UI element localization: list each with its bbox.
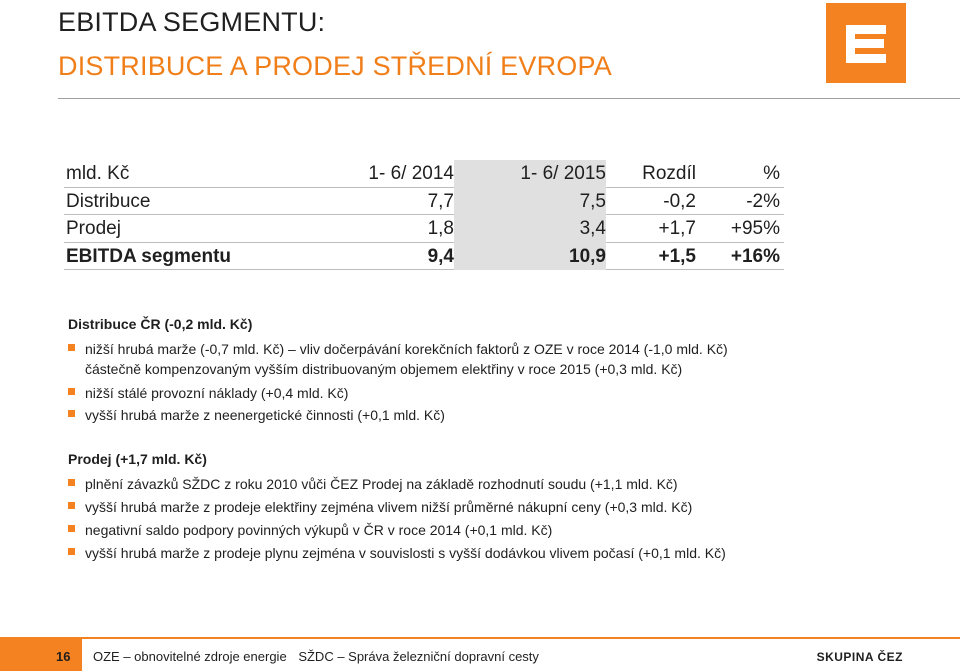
cez-logo-icon: [826, 3, 906, 83]
bullet-square-icon: [68, 502, 75, 509]
table-cell: -0,2: [663, 190, 696, 212]
table-cell: +1,7: [658, 218, 696, 239]
footer-note-szdc: SŽDC – Správa železniční dopravní cesty: [298, 649, 539, 664]
list-item-text: vyšší hrubá marže z neenergetické činnos…: [85, 407, 445, 423]
table-header-row: mld. Kč 1- 6/ 2014 1- 6/ 2015 Rozdíl %: [64, 160, 784, 188]
list-item-text: plnění závazků SŽDC z roku 2010 vůči ČEZ…: [85, 476, 678, 492]
bullet-square-icon: [68, 525, 75, 532]
table-cell: -2%: [746, 190, 780, 212]
section-heading-distribuce: Distribuce ČR (-0,2 mld. Kč): [68, 316, 253, 332]
footer-brand: SKUPINA ČEZ: [816, 650, 903, 664]
title-divider: [58, 98, 960, 99]
table-cell: 7,5: [579, 190, 606, 212]
bullet-square-icon: [68, 479, 75, 486]
table-cell: Prodej: [66, 218, 121, 239]
table-header-cell: %: [763, 163, 780, 184]
table-cell: 3,4: [579, 218, 606, 239]
table-cell: 1,8: [427, 218, 454, 239]
ebitda-table: mld. Kč 1- 6/ 2014 1- 6/ 2015 Rozdíl % D…: [64, 160, 784, 270]
table-cell: +95%: [730, 218, 780, 239]
table-header-cell: mld. Kč: [66, 163, 130, 184]
bullet-square-icon: [68, 388, 75, 395]
bullet-square-icon: [68, 410, 75, 417]
page-number-box: [0, 637, 82, 671]
list-item-text: vyšší hrubá marže z prodeje plynu zejmén…: [85, 545, 726, 561]
table-header-cell: 1- 6/ 2014: [368, 163, 454, 184]
table-cell: 10,9: [569, 245, 606, 267]
table-cell: EBITDA segmentu: [66, 245, 232, 267]
table-cell: 9,4: [427, 245, 454, 267]
table-cell: 7,7: [427, 190, 454, 212]
footer-notes: OZE – obnovitelné zdroje energie SŽDC – …: [93, 649, 547, 664]
table-cell: Distribuce: [66, 190, 151, 212]
footer-note-oze: OZE – obnovitelné zdroje energie: [93, 649, 287, 664]
table-cell: +1,5: [658, 245, 696, 267]
section-heading-prodej: Prodej (+1,7 mld. Kč): [68, 451, 207, 467]
table-header-cell: 1- 6/ 2015: [520, 163, 606, 184]
page-subtitle: DISTRIBUCE A PRODEJ STŘEDNÍ EVROPA: [58, 51, 612, 81]
list-item-text: vyšší hrubá marže z prodeje elektřiny ze…: [85, 499, 693, 515]
page-title: EBITDA SEGMENTU:: [58, 7, 326, 37]
table-total-row: EBITDA segmentu 9,4 10,9 +1,5 +16%: [64, 242, 784, 270]
bullet-square-icon: [68, 548, 75, 555]
list-item-text: negativní saldo podpory povinných výkupů…: [85, 522, 553, 538]
table-cell: +16%: [730, 245, 780, 267]
list-item-text: nižší hrubá marže (-0,7 mld. Kč) – vliv …: [85, 341, 728, 357]
page-number: 16: [56, 649, 71, 664]
footer: 16 OZE – obnovitelné zdroje energie SŽDC…: [0, 637, 960, 671]
table-row: Distribuce 7,7 7,5 -0,2 -2%: [64, 187, 784, 215]
table-header-cell: Rozdíl: [642, 163, 696, 184]
list-item-text: částečně kompenzovaným vyšším distribuov…: [85, 361, 683, 377]
list-item-text: nižší stálé provozní náklady (+0,4 mld. …: [85, 385, 349, 401]
bullet-square-icon: [68, 344, 75, 351]
table-row: Prodej 1,8 3,4 +1,7 +95%: [64, 215, 784, 243]
